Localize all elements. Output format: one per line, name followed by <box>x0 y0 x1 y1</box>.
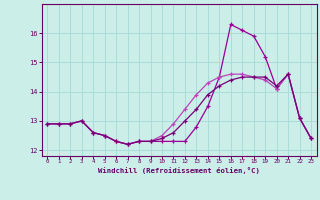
X-axis label: Windchill (Refroidissement éolien,°C): Windchill (Refroidissement éolien,°C) <box>98 167 260 174</box>
